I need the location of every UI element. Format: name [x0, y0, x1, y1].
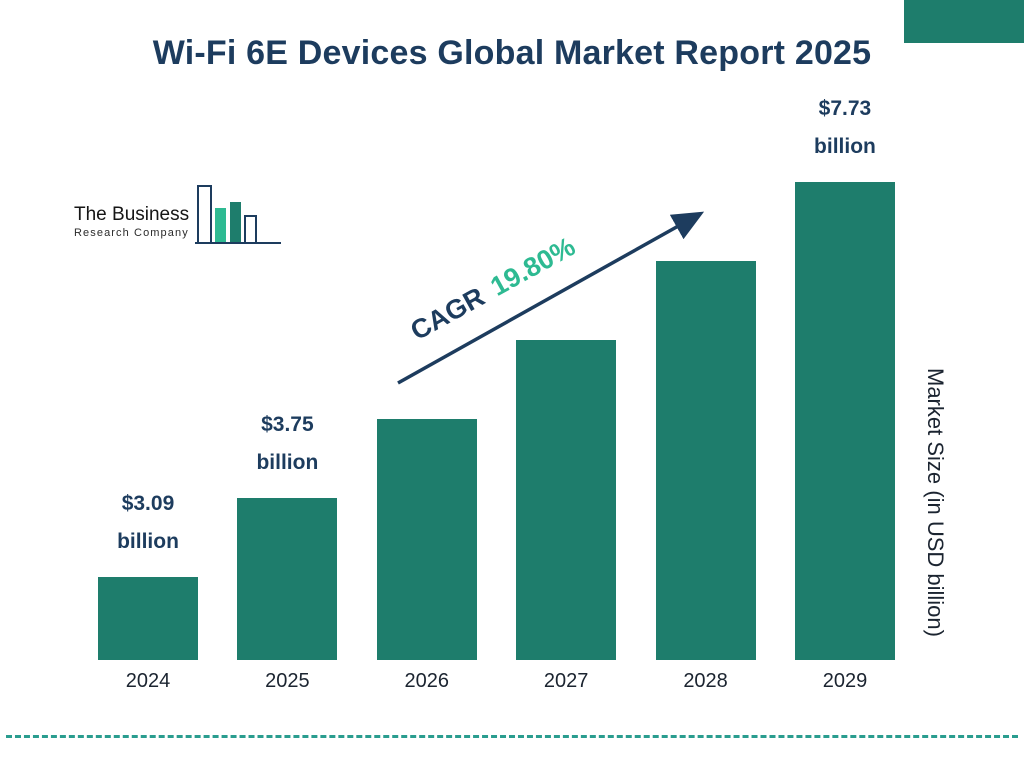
bar-column-2028: 2028: [655, 261, 756, 700]
bar-chart-logo-icon: [195, 182, 283, 253]
bar-column-2029: $7.73 billion 2029: [794, 90, 895, 700]
bar-2029: [794, 182, 895, 660]
corner-accent-block: [904, 0, 1024, 43]
logo-name-line: The Business: [74, 204, 190, 225]
dashed-divider-line: [6, 735, 1018, 738]
page-title: Wi-Fi 6E Devices Global Market Report 20…: [152, 34, 872, 72]
x-axis-label-2027: 2027: [543, 670, 589, 692]
bar-column-2024: $3.09 billion 2024: [98, 485, 198, 700]
bar-value-label: $3.75 billion: [256, 413, 319, 475]
x-axis-label-2026: 2026: [404, 670, 450, 692]
bar-column-2025: $3.75 billion 2025: [237, 406, 338, 700]
bar-value-label: $7.73 billion: [814, 97, 876, 159]
bar-chart: $3.09 billion 2024 $3.75 billion 2025 2026 2027…: [98, 80, 895, 700]
x-axis-label-2024: 2024: [125, 670, 171, 692]
bar-2028: [655, 261, 756, 660]
bar-value-label: $3.09 billion: [117, 492, 179, 554]
bar-2027: [516, 340, 617, 660]
bar-2026: [376, 419, 477, 660]
y-axis-title: Market Size (in USD billion): [923, 368, 948, 637]
x-axis-label-2028: 2028: [683, 670, 728, 692]
logo-subname-line: Research Company: [74, 227, 189, 239]
company-logo: The Business Research Company: [74, 182, 283, 253]
x-axis-label-2029: 2029: [822, 670, 868, 692]
bar-column-2026: 2026: [376, 419, 477, 700]
bar-2024: [98, 577, 198, 660]
bar-column-2027: 2027: [516, 340, 617, 700]
x-axis-label-2025: 2025: [265, 670, 310, 692]
bar-2025: [237, 498, 338, 660]
company-logo-text: The Business Research Company: [74, 204, 189, 253]
